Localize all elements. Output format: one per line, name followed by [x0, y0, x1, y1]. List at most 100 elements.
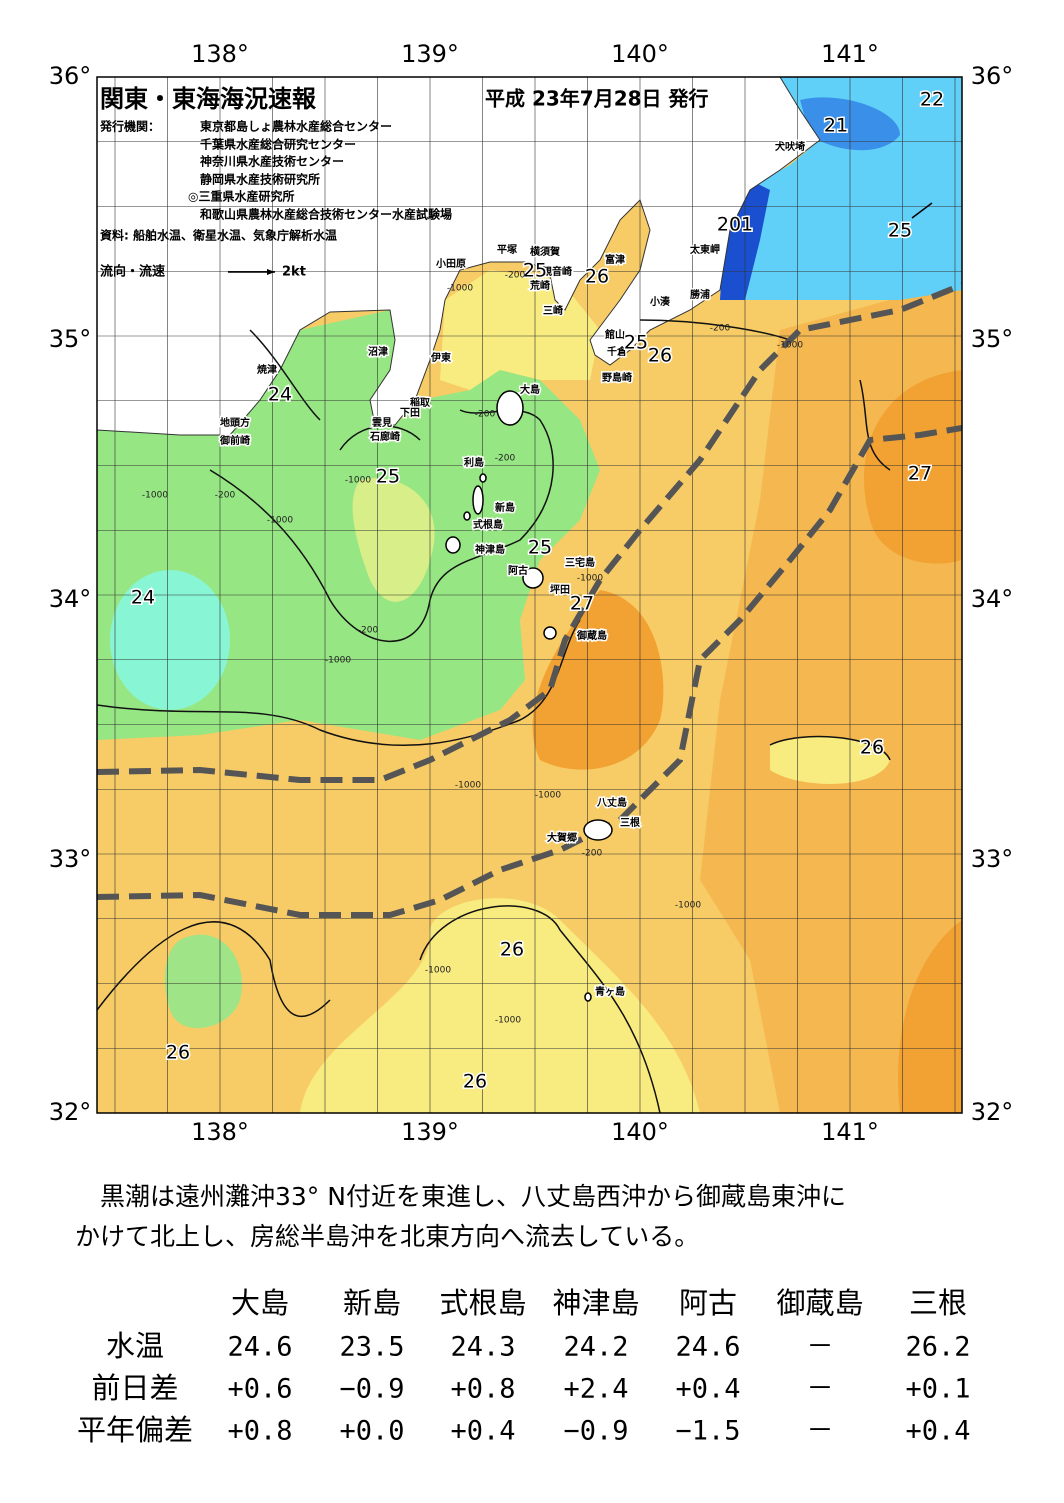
place-name: 御前崎: [219, 434, 250, 447]
table-cell: −1.5: [675, 1416, 740, 1447]
table-cell: +0.0: [339, 1416, 404, 1447]
table-cell: +2.4: [563, 1374, 628, 1405]
depth-label: -1000: [535, 791, 561, 801]
legend-speed: 2kt: [282, 265, 306, 280]
lat-label: 36°: [49, 62, 92, 90]
table-cell: 26.2: [905, 1332, 970, 1363]
table-cell: −0.9: [563, 1416, 628, 1447]
lon-label: 141°: [821, 1118, 879, 1146]
lon-label: 138°: [191, 1118, 249, 1146]
table-cell: －: [807, 1416, 834, 1447]
place-name: 新島: [495, 501, 515, 514]
isotherm-label: 27: [908, 463, 932, 485]
lat-label: 32°: [49, 1098, 92, 1126]
depth-label: -1000: [142, 491, 168, 501]
place-name: 荒崎: [529, 279, 550, 292]
graticule: [97, 77, 962, 1113]
land: [97, 77, 821, 436]
depth-label: -200: [358, 626, 379, 636]
isotherm-label: 26: [860, 737, 884, 759]
table-cell: 24.6: [675, 1332, 740, 1363]
place-name: 観音崎: [542, 265, 572, 278]
issuers-label: 発行機関：: [99, 119, 160, 134]
table-header: 新島: [343, 1286, 401, 1320]
table-cell: －: [807, 1374, 834, 1405]
table-header: 式根島: [439, 1286, 526, 1320]
issuer: 和歌山県農林水産総合技術センター水産試験場: [199, 207, 452, 222]
place-name: 横須賀: [530, 245, 560, 258]
table-cell: 23.5: [339, 1332, 404, 1363]
place-name: 小田原: [435, 257, 466, 270]
isotherm-label: 25: [624, 332, 648, 354]
isotherm-label: 26: [463, 1071, 487, 1093]
depth-label: -200: [710, 324, 731, 334]
depth-label: -1000: [447, 284, 473, 294]
place-name: 式根島: [473, 518, 503, 531]
place-name: 犬吠埼: [775, 140, 805, 153]
cold-water: [720, 77, 962, 300]
place-name: 小湊: [649, 295, 671, 308]
cold-zone: [164, 934, 242, 1029]
depth-label: -200: [505, 271, 526, 281]
depth-label: -1000: [267, 516, 293, 526]
table-cell: +0.8: [227, 1416, 292, 1447]
place-name: 三崎: [543, 304, 563, 317]
depth-label: -200: [215, 491, 236, 501]
table-cell: +0.8: [450, 1374, 515, 1405]
isotherm-label: 27: [570, 593, 594, 615]
table-header: 大島: [231, 1286, 289, 1320]
lat-label: 35°: [971, 325, 1014, 353]
legend-arrow-head: [267, 269, 275, 275]
table-cell: +0.4: [905, 1416, 970, 1447]
depth-label: -200: [495, 454, 516, 464]
lat-label: 34°: [971, 585, 1014, 613]
warm-core: [898, 920, 962, 1113]
isotherm-label: 26: [585, 266, 609, 288]
place-name: 稲取: [410, 396, 431, 409]
cool-zone: [770, 736, 890, 784]
table-cell: 24.3: [450, 1332, 515, 1363]
cold-core: [110, 570, 230, 710]
place-name: 青ヶ島: [595, 985, 625, 998]
place-name: 大賀郷: [547, 831, 577, 844]
place-name: 焼津: [257, 363, 277, 376]
place-name: 大島: [520, 383, 540, 396]
current-arrow: [911, 202, 933, 219]
lat-label: 33°: [971, 845, 1014, 873]
lat-label: 32°: [971, 1098, 1014, 1126]
table-cell: +0.6: [227, 1374, 292, 1405]
place-name: 富津: [605, 253, 625, 266]
source: 資料: 船舶水温、衛星水温、気象庁解析水温: [100, 228, 337, 243]
place-name: 千倉: [607, 345, 628, 358]
table-header: 三根: [909, 1286, 967, 1320]
title: 関東・東海海況速報: [100, 85, 317, 113]
isotherm-label: 24: [131, 587, 155, 609]
lon-label: 139°: [401, 40, 459, 68]
cool-zone: [352, 478, 435, 602]
summary-line: かけて北上し、房総半島沖を北東方向へ流去している。: [75, 1222, 699, 1251]
islands: [445, 390, 613, 1002]
depth-label: -1000: [325, 656, 351, 666]
lon-label: 139°: [401, 1118, 459, 1146]
issuer: 神奈川県水産技術センター: [200, 154, 344, 169]
lon-label: 138°: [191, 40, 249, 68]
isotherm-label: 26: [500, 939, 524, 961]
place-name: 勝浦: [690, 288, 710, 301]
lat-label: 34°: [49, 585, 92, 613]
isotherm-label: 25: [523, 260, 547, 282]
depth-label: -1000: [777, 341, 803, 351]
place-name: 石廊崎: [369, 430, 400, 443]
summary-line: 黒潮は遠州灘沖33° N付近を東進し、八丈島西沖から御蔵島東沖に: [100, 1182, 846, 1211]
table-header: 阿古: [679, 1286, 737, 1320]
warm-core: [864, 370, 962, 564]
isotherm-label: 25: [376, 466, 400, 488]
isotherm-label: 25: [528, 537, 552, 559]
place-name: 坪田: [550, 583, 570, 596]
place-name: 野島崎: [602, 371, 632, 384]
place-name: 沼津: [368, 345, 388, 358]
issuer: ◎三重県水産研究所: [188, 189, 294, 204]
issuer: 静岡県水産技術研究所: [200, 172, 320, 187]
lon-label: 141°: [821, 40, 879, 68]
issue-date: 平成 23年7月28日 発行: [485, 87, 709, 111]
map: [97, 77, 962, 1113]
